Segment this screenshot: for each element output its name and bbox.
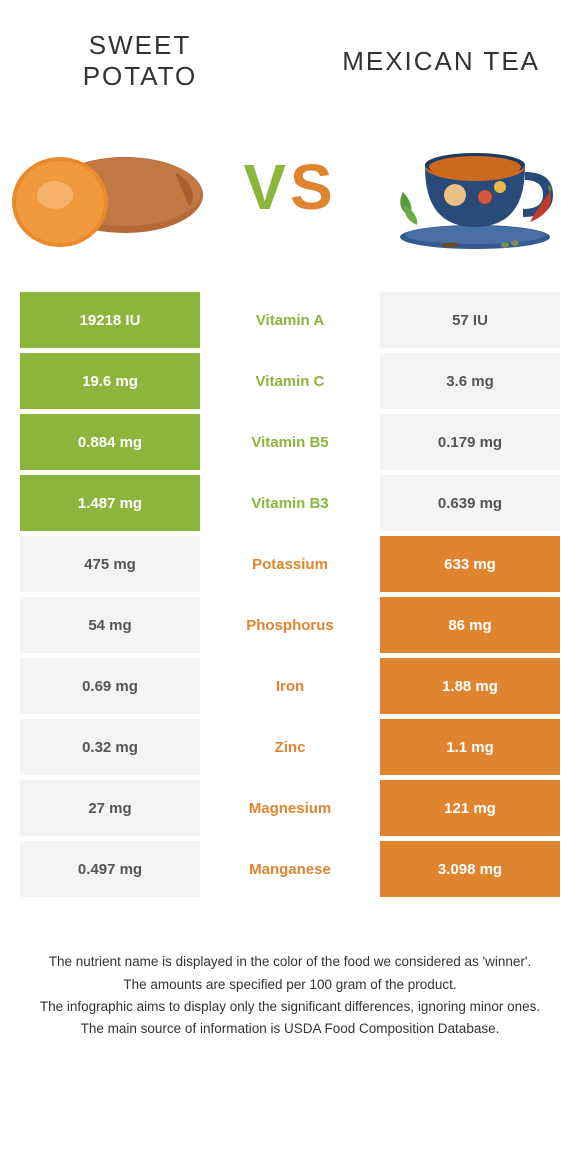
left-value-cell: 54 mg (20, 597, 200, 653)
left-title-line2: potato (83, 61, 198, 91)
nutrient-row: 19218 IUVitamin A57 IU (20, 292, 560, 348)
vs-label: VS (243, 150, 336, 224)
sweet-potato-illustration (5, 117, 205, 257)
nutrient-name-cell: Vitamin A (200, 292, 380, 348)
left-food-title: Sweet potato (40, 30, 240, 92)
nutrient-row: 475 mgPotassium633 mg (20, 536, 560, 592)
nutrient-row: 27 mgMagnesium121 mg (20, 780, 560, 836)
nutrient-row: 0.69 mgIron1.88 mg (20, 658, 560, 714)
mexican-tea-illustration (375, 117, 575, 257)
header: Sweet potato Mexican tea (0, 0, 580, 102)
nutrient-row: 19.6 mgVitamin C3.6 mg (20, 353, 560, 409)
vs-v-letter: V (243, 150, 290, 224)
nutrient-name-cell: Magnesium (200, 780, 380, 836)
nutrient-name-cell: Iron (200, 658, 380, 714)
right-value-cell: 0.639 mg (380, 475, 560, 531)
footer-line: The nutrient name is displayed in the co… (30, 952, 550, 972)
right-value-cell: 57 IU (380, 292, 560, 348)
left-value-cell: 19218 IU (20, 292, 200, 348)
nutrient-row: 54 mgPhosphorus86 mg (20, 597, 560, 653)
nutrient-row: 0.497 mgManganese3.098 mg (20, 841, 560, 897)
left-value-cell: 0.497 mg (20, 841, 200, 897)
left-value-cell: 0.32 mg (20, 719, 200, 775)
left-value-cell: 0.69 mg (20, 658, 200, 714)
right-value-cell: 1.88 mg (380, 658, 560, 714)
left-value-cell: 475 mg (20, 536, 200, 592)
nutrient-name-cell: Vitamin B5 (200, 414, 380, 470)
nutrient-row: 0.32 mgZinc1.1 mg (20, 719, 560, 775)
right-food-title: Mexican tea (342, 46, 540, 77)
nutrient-row: 0.884 mgVitamin B50.179 mg (20, 414, 560, 470)
left-value-cell: 1.487 mg (20, 475, 200, 531)
right-value-cell: 0.179 mg (380, 414, 560, 470)
nutrient-name-cell: Manganese (200, 841, 380, 897)
right-value-cell: 3.6 mg (380, 353, 560, 409)
right-value-cell: 3.098 mg (380, 841, 560, 897)
right-value-cell: 633 mg (380, 536, 560, 592)
hero-row: VS (0, 102, 580, 292)
nutrient-name-cell: Phosphorus (200, 597, 380, 653)
left-title-line1: Sweet (89, 30, 191, 60)
left-value-cell: 0.884 mg (20, 414, 200, 470)
left-value-cell: 19.6 mg (20, 353, 200, 409)
nutrient-name-cell: Potassium (200, 536, 380, 592)
footer-line: The infographic aims to display only the… (30, 997, 550, 1017)
footer-line: The amounts are specified per 100 gram o… (30, 975, 550, 995)
left-value-cell: 27 mg (20, 780, 200, 836)
footer-line: The main source of information is USDA F… (30, 1019, 550, 1039)
nutrient-name-cell: Vitamin C (200, 353, 380, 409)
nutrient-comparison-table: 19218 IUVitamin A57 IU19.6 mgVitamin C3.… (0, 292, 580, 897)
right-value-cell: 86 mg (380, 597, 560, 653)
nutrient-name-cell: Vitamin B3 (200, 475, 380, 531)
nutrient-row: 1.487 mgVitamin B30.639 mg (20, 475, 560, 531)
footer-notes: The nutrient name is displayed in the co… (0, 902, 580, 1039)
right-value-cell: 121 mg (380, 780, 560, 836)
vs-s-letter: S (290, 150, 337, 224)
right-value-cell: 1.1 mg (380, 719, 560, 775)
nutrient-name-cell: Zinc (200, 719, 380, 775)
